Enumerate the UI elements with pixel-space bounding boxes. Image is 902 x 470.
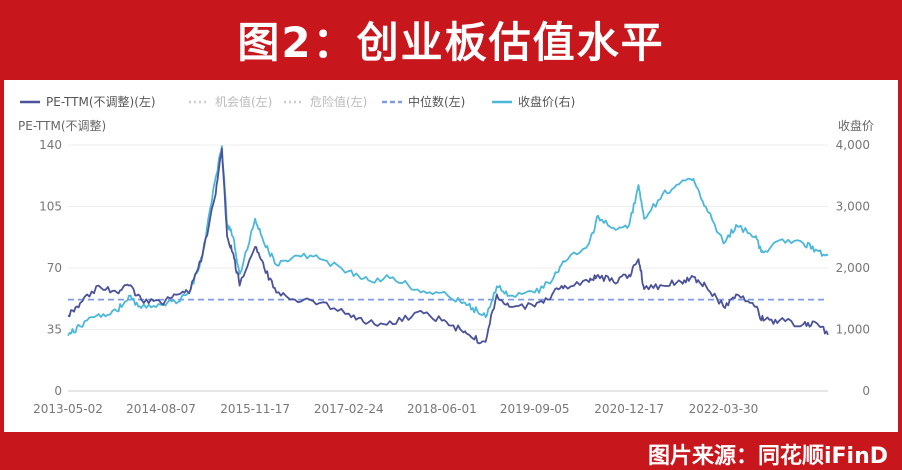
- legend-label-0[interactable]: PE-TTM(不调整)(左): [46, 94, 156, 109]
- line-chart: PE-TTM(不调整)(左) 机会值(左) 危险值(左) 中位数(左) 收盘价(右) P…: [18, 94, 874, 416]
- x-tick-label: 2019-09-05: [500, 402, 570, 416]
- banner-title: 图2：创业板估值水平: [237, 17, 665, 67]
- legend-label-1[interactable]: 机会值(左): [215, 94, 272, 109]
- x-tick-label: 2014-08-07: [126, 402, 196, 416]
- chart-lines: [67, 145, 829, 345]
- x-tick-label: 2022-03-30: [689, 402, 759, 416]
- y-right-tick-label: 1,000: [836, 323, 870, 337]
- axis-ticks: 0 0 35 1,000 70 2,000 105 3,000 140 4,000 2013-05-…: [33, 138, 870, 416]
- y-left-tick-label: 105: [39, 200, 62, 214]
- x-tick-label: 2017-02-24: [314, 402, 384, 416]
- y-left-tick-label: 70: [47, 261, 62, 275]
- x-tick-label: 2018-06-01: [407, 402, 477, 416]
- footer: 图片来源：同花顺iFinD: [0, 432, 902, 470]
- legend-label-4[interactable]: 收盘价(右): [518, 94, 575, 109]
- chart-panel: PE-TTM(不调整)(左) 机会值(左) 危险值(左) 中位数(左) 收盘价(右) P…: [4, 80, 898, 432]
- series-line-pe: [67, 147, 829, 345]
- y-axis-left-label: PE-TTM(不调整): [18, 118, 106, 133]
- y-left-tick-label: 35: [47, 323, 62, 337]
- legend-label-2[interactable]: 危险值(左): [310, 94, 367, 109]
- series-line-price: [67, 145, 829, 337]
- banner: 图2：创业板估值水平: [0, 0, 902, 78]
- y-left-tick-label: 140: [39, 138, 62, 152]
- y-left-tick-label: 0: [54, 384, 62, 398]
- y-right-tick-label: 0: [862, 384, 870, 398]
- chart-grid: [68, 144, 828, 392]
- source-credit: 图片来源：同花顺iFinD: [647, 444, 888, 469]
- y-right-tick-label: 3,000: [836, 200, 870, 214]
- x-tick-label: 2015-11-17: [220, 402, 290, 416]
- legend-label-3[interactable]: 中位数(左): [408, 94, 465, 109]
- y-axis-right-label: 收盘价: [838, 118, 874, 133]
- x-tick-label: 2013-05-02: [33, 402, 103, 416]
- y-right-tick-label: 4,000: [836, 138, 870, 152]
- y-right-tick-label: 2,000: [836, 261, 870, 275]
- x-tick-label: 2020-12-17: [594, 402, 664, 416]
- chart-legend: PE-TTM(不调整)(左) 机会值(左) 危险值(左) 中位数(左) 收盘价(右): [20, 94, 575, 109]
